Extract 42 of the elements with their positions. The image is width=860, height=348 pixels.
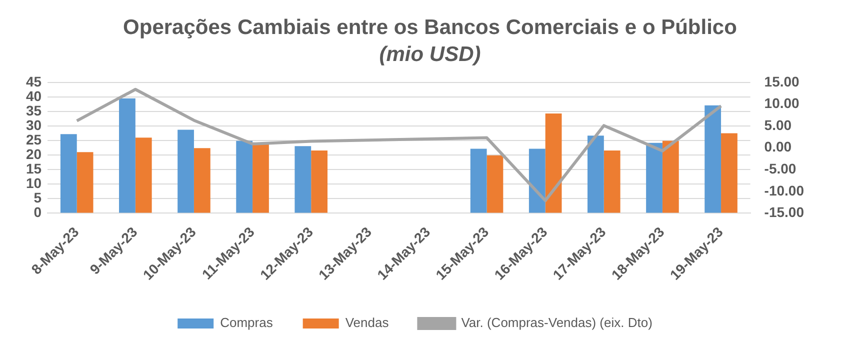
chart-subtitle: (mio USD) bbox=[378, 42, 482, 68]
bar bbox=[646, 142, 662, 213]
bar bbox=[662, 140, 679, 213]
bar bbox=[721, 133, 738, 213]
bar bbox=[486, 155, 504, 213]
y-tick-label: 40 bbox=[26, 88, 42, 104]
y2-tick-label: -5.00 bbox=[764, 160, 796, 176]
legend-label: Var. (Compras-Vendas) (eix. Dto) bbox=[461, 315, 652, 330]
bar bbox=[135, 138, 152, 213]
y2-tick-label: -10.00 bbox=[764, 182, 804, 198]
bar bbox=[604, 150, 620, 213]
chart-title: Operações Cambiais entre os Bancos Comerciais e o Público bbox=[122, 15, 738, 41]
bar bbox=[194, 148, 210, 213]
bar bbox=[470, 148, 487, 213]
bar bbox=[528, 148, 546, 213]
y2-tick-label: -15.00 bbox=[764, 204, 804, 220]
y2-tick-label: 0.00 bbox=[764, 138, 792, 155]
y2-tick-label: 5.00 bbox=[764, 116, 792, 133]
bar bbox=[311, 150, 328, 213]
bar bbox=[294, 146, 312, 213]
y2-tick-label: 15.00 bbox=[764, 73, 800, 90]
y-tick-label: 10 bbox=[26, 175, 42, 192]
y-tick-label: 15 bbox=[26, 160, 42, 176]
y-tick-label: 5 bbox=[34, 190, 42, 206]
bar bbox=[76, 152, 94, 213]
bar bbox=[704, 105, 722, 213]
y2-tick-label: 10.00 bbox=[764, 95, 800, 112]
y-tick-label: 20 bbox=[26, 146, 42, 162]
bar bbox=[236, 140, 253, 213]
bar bbox=[178, 130, 194, 213]
bar bbox=[588, 136, 604, 213]
y-tick-label: 25 bbox=[26, 131, 42, 148]
legend-label: Compras bbox=[220, 315, 274, 330]
bar bbox=[60, 134, 77, 213]
y-tick-label: 30 bbox=[26, 116, 42, 133]
bar bbox=[119, 98, 136, 213]
legend-label: Vendas bbox=[345, 315, 390, 330]
y-tick-label: 35 bbox=[26, 102, 42, 118]
bar bbox=[252, 143, 269, 213]
bar bbox=[545, 114, 562, 213]
y-tick-label: 45 bbox=[26, 73, 42, 90]
y-tick-label: 0 bbox=[34, 204, 42, 220]
